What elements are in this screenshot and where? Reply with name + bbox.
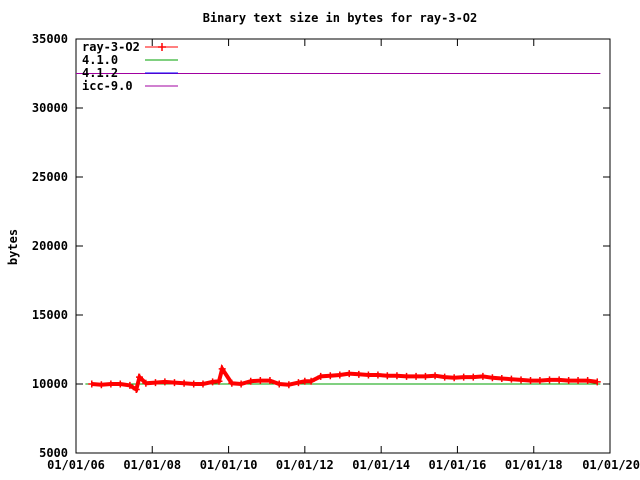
data-point <box>180 379 188 387</box>
legend-label: icc-9.0 <box>82 79 133 93</box>
data-point <box>546 376 554 384</box>
data-point <box>469 373 477 381</box>
data-point <box>421 372 429 380</box>
data-point <box>507 375 515 383</box>
data-point <box>460 373 468 381</box>
data-point <box>336 371 344 379</box>
legend-marker <box>158 43 166 51</box>
data-point <box>256 377 264 385</box>
data-point <box>498 374 506 382</box>
legend-label: ray-3-O2 <box>82 40 140 54</box>
data-point <box>135 373 143 381</box>
y-tick-label: 5000 <box>39 446 68 460</box>
data-point <box>326 372 334 380</box>
data-point <box>142 379 150 387</box>
data-point <box>403 372 411 380</box>
data-point <box>374 371 382 379</box>
y-tick-label: 30000 <box>32 101 68 115</box>
data-point <box>593 378 601 386</box>
data-point <box>275 380 283 388</box>
data-point <box>247 377 255 385</box>
data-point <box>383 372 391 380</box>
data-point <box>574 377 582 385</box>
data-point <box>527 377 535 385</box>
y-tick-label: 20000 <box>32 239 68 253</box>
chart-title: Binary text size in bytes for ray-3-O2 <box>203 11 478 25</box>
data-point <box>116 380 124 388</box>
data-point <box>190 380 198 388</box>
x-tick-label: 01/01/10 <box>200 458 258 472</box>
data-point <box>199 380 207 388</box>
series-lines <box>76 73 601 385</box>
data-point <box>355 370 363 378</box>
data-point <box>209 378 217 386</box>
axis-ticks: 5000 10000 15000 20000 25000 30000 35000 01/01/… <box>32 32 640 472</box>
data-point <box>412 372 420 380</box>
x-tick-label: 01/01/20 <box>582 458 640 472</box>
data-point <box>488 374 496 382</box>
data-point <box>161 378 169 386</box>
data-point <box>345 370 353 378</box>
data-point <box>237 380 245 388</box>
data-point <box>132 386 140 394</box>
x-tick-label: 01/01/12 <box>276 458 334 472</box>
data-point <box>584 377 592 385</box>
data-point <box>218 365 226 373</box>
data-point <box>450 374 458 382</box>
data-point <box>517 376 525 384</box>
legend-label: 4.1.2 <box>82 66 118 80</box>
x-tick-label: 01/01/18 <box>505 458 563 472</box>
x-tick-label: 01/01/06 <box>47 458 105 472</box>
x-tick-label: 01/01/16 <box>429 458 487 472</box>
data-point <box>431 372 439 380</box>
data-point <box>479 372 487 380</box>
plot-frame <box>75 38 611 454</box>
data-point <box>107 380 115 388</box>
data-point <box>301 377 309 385</box>
y-tick-label: 10000 <box>32 377 68 391</box>
data-point <box>88 380 96 388</box>
data-point <box>364 371 372 379</box>
y-axis-label: bytes <box>6 229 20 265</box>
data-point <box>266 377 274 385</box>
legend-label: 4.1.0 <box>82 53 118 67</box>
data-point <box>317 372 325 380</box>
data-point <box>441 373 449 381</box>
x-tick-label: 01/01/14 <box>352 458 410 472</box>
y-tick-label: 25000 <box>32 170 68 184</box>
data-point <box>228 379 236 387</box>
x-tick-label: 01/01/08 <box>123 458 181 472</box>
y-tick-label: 15000 <box>32 308 68 322</box>
data-point <box>555 376 563 384</box>
data-point <box>565 377 573 385</box>
data-point <box>97 381 105 389</box>
data-point <box>151 379 159 387</box>
data-point <box>294 379 302 387</box>
series-points <box>88 363 601 394</box>
data-point <box>393 372 401 380</box>
data-point <box>170 379 178 387</box>
data-point <box>536 377 544 385</box>
y-tick-label: 35000 <box>32 32 68 46</box>
data-point <box>215 377 223 385</box>
data-point <box>307 377 315 385</box>
data-point <box>126 381 134 389</box>
data-point <box>285 381 293 389</box>
